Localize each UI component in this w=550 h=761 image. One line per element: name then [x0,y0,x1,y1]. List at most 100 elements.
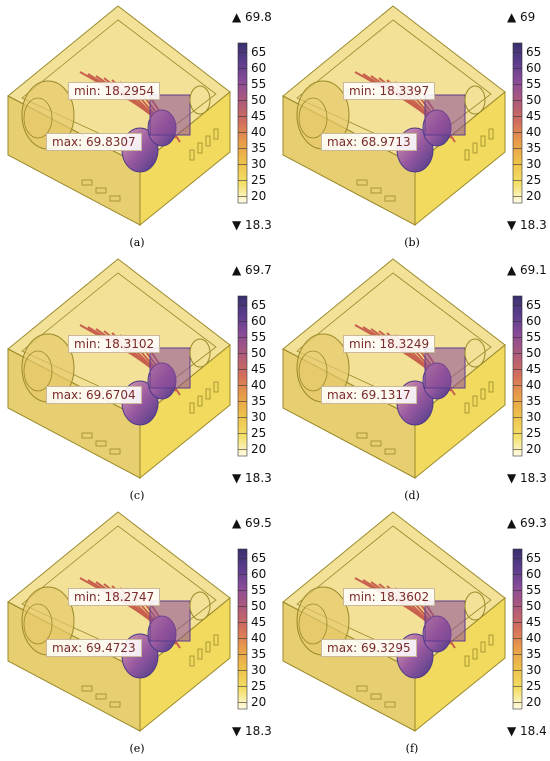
colorbar-tick-label: 55 [251,329,267,344]
colorbar-tick-label: 20 [526,188,542,203]
colorbar-tick-label: 20 [526,694,542,709]
colorbar-tick-label: 30 [526,156,542,171]
colorbar-min-label: ▼ 18.3 [232,471,272,485]
colorbar-tick-label: 65 [526,297,542,312]
colorbar-min-label: ▼ 18.3 [232,218,272,232]
enclosure-model [282,511,506,733]
colorbar-tick-label: 55 [526,329,542,344]
colorbar-tick-label: 55 [251,76,267,91]
colorbar [512,295,523,457]
colorbar-tick-label: 60 [251,60,267,75]
enclosure-model [282,5,506,227]
colorbar-max-label: ▲ 69.3 [507,516,547,530]
colorbar-tick-label: 20 [251,188,267,203]
colorbar-tick-label: 30 [251,662,267,677]
min-annotation: min: 18.3102 [68,335,161,353]
enclosure-model [7,5,231,227]
colorbar-tick-label: 65 [251,44,267,59]
colorbar-tick-label: 60 [526,60,542,75]
result-panel: 65 60 55 50 45 40 35 30 25 20 ▲ 69 ▼ 18.3 min: 18.33… [275,0,550,253]
result-panel: 65 60 55 50 45 40 35 30 25 20 ▲ 69.1 ▼ 18.3 min: 18.… [275,253,550,506]
colorbar-tick-label: 25 [251,678,267,693]
colorbar-tick-label: 40 [251,630,267,645]
temperature-plot [282,511,523,733]
colorbar [237,295,248,457]
colorbar [512,548,523,710]
colorbar-tick-label: 50 [526,598,542,613]
colorbar-max-label: ▲ 69.7 [232,263,272,277]
colorbar [237,548,248,710]
colorbar-tick-label: 55 [526,76,542,91]
min-annotation: min: 18.3397 [343,82,436,100]
colorbar-tick-label: 30 [251,409,267,424]
colorbar-tick-label: 50 [251,598,267,613]
colorbar-min-label: ▼ 18.3 [507,471,547,485]
max-annotation: max: 68.9713 [321,133,417,151]
colorbar [512,42,523,204]
result-panel: 65 60 55 50 45 40 35 30 25 20 ▲ 69.3 ▼ 18.4 min: 18.… [275,506,550,759]
colorbar-tick-label: 45 [526,108,542,123]
colorbar-min-label: ▼ 18.3 [232,724,272,738]
colorbar-tick-label: 35 [526,140,542,155]
colorbar-tick-label: 25 [526,172,542,187]
colorbar-tick-label: 60 [526,566,542,581]
colorbar-tick-label: 60 [526,313,542,328]
result-panel: 65 60 55 50 45 40 35 30 25 20 ▲ 69.5 ▼ 18.3 min: 18.… [0,506,275,759]
colorbar-tick-label: 60 [251,566,267,581]
colorbar-tick-label: 40 [526,377,542,392]
max-annotation: max: 69.6704 [46,386,142,404]
panel-caption: (f) [405,742,419,755]
min-annotation: min: 18.3602 [343,588,436,606]
colorbar-min-label: ▼ 18.4 [507,724,547,738]
enclosure-model [7,511,231,733]
panel-caption: (b) [404,236,420,249]
colorbar-tick-label: 25 [251,172,267,187]
colorbar-max-label: ▲ 69 [507,10,536,24]
colorbar-tick-label: 40 [526,124,542,139]
colorbar-max-label: ▲ 69.1 [507,263,547,277]
colorbar-tick-label: 60 [251,313,267,328]
colorbar-tick-label: 35 [526,393,542,408]
colorbar-max-label: ▲ 69.8 [232,10,272,24]
colorbar-tick-label: 65 [526,44,542,59]
result-panel: 65 60 55 50 45 40 35 30 25 20 ▲ 69.8 ▼ 18.3 min: 18.… [0,0,275,253]
colorbar-tick-label: 20 [251,441,267,456]
max-annotation: max: 69.8307 [46,133,142,151]
colorbar-tick-label: 35 [251,393,267,408]
colorbar-tick-label: 45 [251,614,267,629]
enclosure-model [7,258,231,480]
enclosure-model [282,258,506,480]
colorbar-tick-label: 35 [526,646,542,661]
colorbar-tick-label: 30 [526,409,542,424]
colorbar-tick-label: 40 [251,124,267,139]
colorbar-tick-label: 35 [251,140,267,155]
min-annotation: min: 18.2747 [68,588,161,606]
colorbar-tick-label: 35 [251,646,267,661]
min-annotation: min: 18.2954 [68,82,161,100]
colorbar-tick-label: 30 [526,662,542,677]
colorbar-tick-label: 50 [251,345,267,360]
min-annotation: min: 18.3249 [343,335,436,353]
colorbar-tick-label: 45 [251,361,267,376]
colorbar-max-label: ▲ 69.5 [232,516,272,530]
colorbar-tick-label: 65 [251,297,267,312]
colorbar [237,42,248,204]
colorbar-tick-label: 50 [526,345,542,360]
temperature-plot [7,511,248,733]
max-annotation: max: 69.3295 [321,639,417,657]
max-annotation: max: 69.4723 [46,639,142,657]
colorbar-tick-label: 20 [526,441,542,456]
panel-caption: (d) [404,489,420,502]
colorbar-tick-label: 65 [251,550,267,565]
colorbar-tick-label: 40 [251,377,267,392]
temperature-plot [282,5,523,227]
colorbar-tick-label: 65 [526,550,542,565]
colorbar-tick-label: 45 [251,108,267,123]
colorbar-tick-label: 50 [251,92,267,107]
colorbar-tick-label: 20 [251,694,267,709]
colorbar-tick-label: 25 [526,425,542,440]
temperature-plot [7,258,248,480]
panel-caption: (e) [129,742,145,755]
colorbar-tick-label: 25 [526,678,542,693]
